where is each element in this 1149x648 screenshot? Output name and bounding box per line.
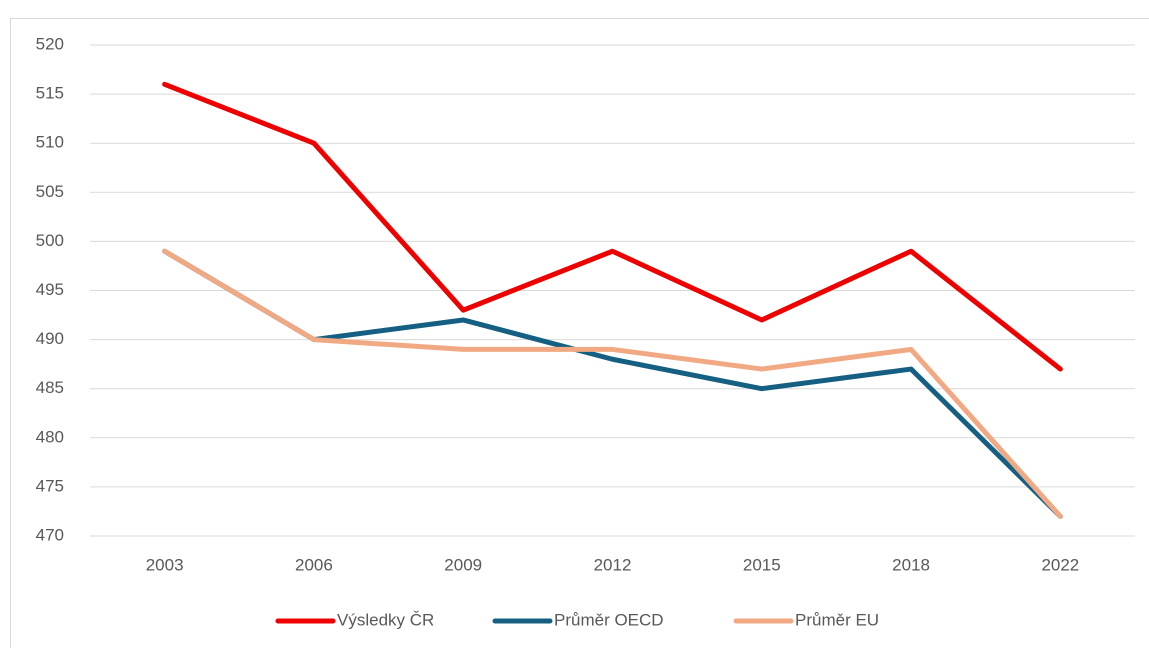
x-tick-label: 2015 bbox=[743, 555, 781, 574]
y-tick-label: 515 bbox=[36, 84, 64, 103]
x-tick-label: 2009 bbox=[444, 555, 482, 574]
y-tick-label: 495 bbox=[36, 280, 64, 299]
x-tick-label: 2003 bbox=[146, 555, 184, 574]
series-line bbox=[162, 248, 1063, 519]
y-tick-label: 480 bbox=[36, 427, 64, 446]
legend-label: Průměr OECD bbox=[554, 610, 664, 629]
x-tick-label: 2022 bbox=[1041, 555, 1079, 574]
x-tick-label: 2012 bbox=[594, 555, 632, 574]
legend-label: Průměr EU bbox=[795, 610, 879, 629]
y-tick-label: 500 bbox=[36, 231, 64, 250]
y-tick-label: 520 bbox=[36, 34, 64, 53]
legend-label: Výsledky ČR bbox=[337, 610, 434, 629]
series-line bbox=[162, 81, 1063, 372]
x-tick-label: 2006 bbox=[295, 555, 333, 574]
y-tick-label: 505 bbox=[36, 182, 64, 201]
y-tick-label: 485 bbox=[36, 378, 64, 397]
y-tick-label: 490 bbox=[36, 329, 64, 348]
y-tick-label: 470 bbox=[36, 525, 64, 544]
chart-border bbox=[10, 18, 1149, 648]
y-tick-label: 510 bbox=[36, 133, 64, 152]
y-tick-label: 475 bbox=[36, 476, 64, 495]
x-tick-label: 2018 bbox=[892, 555, 930, 574]
